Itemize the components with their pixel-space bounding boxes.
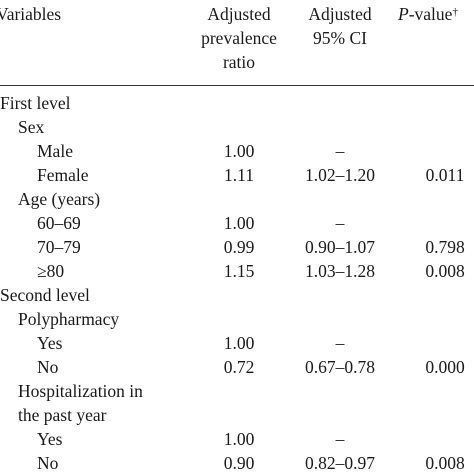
- cell-adjusted-prevalence-ratio: 1.00: [223, 141, 255, 161]
- row-label: Yes: [37, 333, 63, 353]
- cell-p-value: 0.011: [425, 165, 465, 185]
- cell-p-value: 0.008: [425, 261, 465, 281]
- header-adjusted-95-ci: Adjusted 95% CI: [294, 2, 386, 50]
- table-row: No 0.90 0.82–0.97 0.008: [0, 451, 474, 475]
- cell-adjusted-prevalence-ratio: 1.11: [224, 165, 254, 185]
- header-p-value: P-value†: [398, 2, 458, 26]
- header-p-suffix: -value: [408, 4, 453, 24]
- row-label: Polypharmacy: [18, 309, 120, 329]
- header-variables: Variables: [0, 2, 61, 26]
- cell-adjusted-95-ci: –: [335, 333, 345, 353]
- table-row: Yes 1.00 –: [0, 331, 474, 355]
- cell-adjusted-95-ci: 1.03–1.28: [305, 261, 375, 281]
- header-apr-line3: ratio: [222, 52, 256, 72]
- header-ci-line1: Adjusted: [308, 4, 372, 24]
- cell-adjusted-95-ci: 1.02–1.20: [305, 165, 375, 185]
- header-adjusted-prevalence-ratio: Adjusted prevalence ratio: [186, 2, 292, 74]
- row-label: Male: [37, 141, 73, 161]
- table-row: Age (years): [0, 187, 474, 211]
- header-apr-line1: Adjusted: [207, 4, 271, 24]
- row-label: Sex: [18, 117, 45, 137]
- row-label: No: [37, 453, 59, 473]
- cell-adjusted-95-ci: –: [335, 213, 345, 233]
- row-label: Yes: [37, 429, 63, 449]
- row-label: Second level: [0, 285, 90, 305]
- table-row: No 0.72 0.67–0.78 0.000: [0, 355, 474, 379]
- cell-adjusted-prevalence-ratio: 1.00: [223, 429, 255, 449]
- table-row: Hospitalization in: [0, 379, 474, 403]
- row-label: Age (years): [18, 189, 101, 209]
- cell-adjusted-95-ci: –: [335, 429, 345, 449]
- cell-adjusted-prevalence-ratio: 0.99: [223, 237, 255, 257]
- cell-p-value: 0.798: [425, 237, 465, 257]
- row-label: 70–79: [37, 237, 81, 257]
- cell-p-value: 0.008: [425, 453, 465, 473]
- cell-adjusted-prevalence-ratio: 1.15: [223, 261, 255, 281]
- header-apr-line2: prevalence: [201, 28, 277, 48]
- table-row: 60–69 1.00 –: [0, 211, 474, 235]
- table-row: First level: [0, 91, 474, 115]
- table-row: Yes 1.00 –: [0, 427, 474, 451]
- cell-adjusted-95-ci: –: [335, 141, 345, 161]
- cell-adjusted-95-ci: 0.82–0.97: [305, 453, 375, 473]
- table-row: Female 1.11 1.02–1.20 0.011: [0, 163, 474, 187]
- header-p-letter: P: [398, 4, 409, 24]
- header-rule: [0, 85, 474, 86]
- cell-adjusted-95-ci: 0.67–0.78: [305, 357, 375, 377]
- row-label: No: [37, 357, 59, 377]
- cell-adjusted-prevalence-ratio: 0.90: [223, 453, 255, 473]
- table-row: the past year: [0, 403, 474, 427]
- row-label: First level: [0, 93, 71, 113]
- row-label: Female: [37, 165, 89, 185]
- cell-p-value: 0.000: [425, 357, 465, 377]
- row-label: 60–69: [37, 213, 81, 233]
- header-ci-line2: 95% CI: [313, 28, 367, 48]
- table-row: ≥80 1.15 1.03–1.28 0.008: [0, 259, 474, 283]
- header-variables-label: Variables: [0, 4, 62, 24]
- cell-adjusted-prevalence-ratio: 1.00: [223, 213, 255, 233]
- row-label: Hospitalization in: [18, 381, 143, 401]
- table-row: Male 1.00 –: [0, 139, 474, 163]
- cell-adjusted-prevalence-ratio: 0.72: [223, 357, 255, 377]
- table-row: Polypharmacy: [0, 307, 474, 331]
- row-label: ≥80: [37, 261, 65, 281]
- row-label: the past year: [18, 405, 107, 425]
- table-row: 70–79 0.99 0.90–1.07 0.798: [0, 235, 474, 259]
- table-row: Sex: [0, 115, 474, 139]
- cell-adjusted-95-ci: 0.90–1.07: [305, 237, 375, 257]
- cell-adjusted-prevalence-ratio: 1.00: [223, 333, 255, 353]
- header-p-dagger: †: [452, 6, 458, 18]
- table-row: Second level: [0, 283, 474, 307]
